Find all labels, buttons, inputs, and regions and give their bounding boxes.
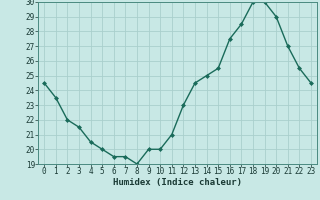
- X-axis label: Humidex (Indice chaleur): Humidex (Indice chaleur): [113, 178, 242, 187]
